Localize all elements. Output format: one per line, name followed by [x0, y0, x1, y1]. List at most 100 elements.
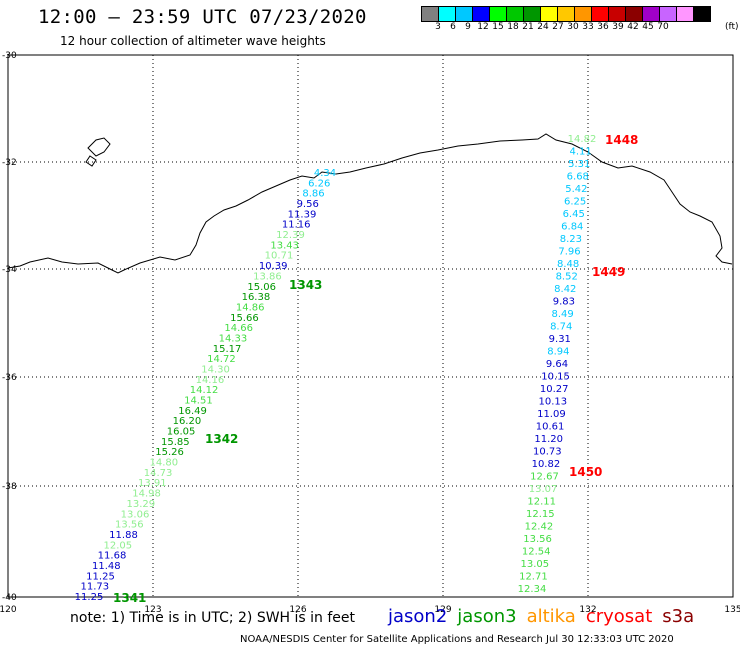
wave-height-label: 8.42 — [554, 284, 576, 295]
satellite-legend-item: altika — [526, 606, 576, 627]
longitude-tick-label: 132 — [579, 605, 596, 615]
wave-height-label: 9.64 — [546, 359, 568, 370]
wave-height-label: 8.52 — [556, 272, 578, 283]
color-bar-label: 39 — [612, 22, 624, 32]
latitude-tick-label: -34 — [2, 265, 17, 275]
wave-height-label: 15.26 — [155, 447, 184, 458]
latitude-tick-label: -32 — [2, 158, 17, 168]
wave-height-label: 11.25 — [86, 571, 115, 582]
color-bar-label: 27 — [552, 22, 564, 32]
pass-number-label: 1342 — [205, 432, 238, 446]
wave-height-label: 15.06 — [247, 282, 276, 293]
wave-height-label: 10.61 — [536, 422, 565, 433]
wave-height-label: 13.05 — [520, 559, 549, 570]
color-bar-swatch — [659, 6, 677, 22]
wave-height-label: 4.34 — [314, 168, 336, 179]
wave-height-label: 14.98 — [132, 489, 161, 500]
satellite-legend-item: jason3 — [457, 606, 517, 627]
wave-height-label: 14.82 — [568, 134, 597, 145]
color-bar-swatch — [455, 6, 473, 22]
wave-height-label: 12.15 — [526, 509, 555, 520]
wave-height-label: 11.88 — [109, 530, 138, 541]
wave-height-label: 15.17 — [213, 344, 242, 355]
color-bar — [421, 6, 711, 22]
wave-height-label: 13.86 — [253, 271, 282, 282]
satellite-tracks: 14.82 4.115.31 6.685.42 6.256.45 6.848.23 7.9… — [75, 134, 597, 603]
wave-height-label: 12.34 — [518, 584, 547, 595]
wave-height-label: 16.49 — [178, 406, 207, 417]
wave-height-label: 15.85 — [161, 437, 190, 448]
wave-height-label: 13.56 — [115, 520, 144, 531]
wave-height-label: 13.07 — [529, 484, 558, 495]
wave-height-label: 10.39 — [259, 261, 288, 272]
wave-height-label: 12.05 — [103, 540, 132, 551]
page-subtitle: 12 hour collection of altimeter wave hei… — [60, 34, 326, 48]
color-bar-label: 42 — [627, 22, 639, 32]
wave-height-label: 13.56 — [523, 534, 552, 545]
color-bar-label: 33 — [582, 22, 594, 32]
color-bar-swatch — [506, 6, 524, 22]
longitude-tick-label: 123 — [144, 605, 161, 615]
pass-number-label: 1341 — [113, 591, 146, 605]
satellite-legend: jason2 jason3 altika cryosat s3a — [388, 606, 704, 627]
wave-height-label: 8.86 — [302, 189, 324, 200]
wave-height-label: 16.20 — [173, 416, 202, 427]
color-bar-swatch — [608, 6, 626, 22]
wave-height-label: 10.13 — [538, 397, 567, 408]
wave-height-label: 14.33 — [219, 334, 248, 345]
longitude-tick-label: 126 — [289, 605, 306, 615]
wave-height-label: 12.42 — [525, 522, 554, 533]
wave-height-label: 6.68 — [567, 172, 589, 183]
color-bar-swatch — [642, 6, 660, 22]
wave-height-label: 14.72 — [207, 354, 236, 365]
wave-height-label: 14.51 — [184, 396, 213, 407]
coastline — [7, 133, 733, 274]
longitude-tick-label: 129 — [434, 605, 451, 615]
wave-height-label: 10.73 — [533, 447, 562, 458]
wave-height-label: 8.74 — [550, 322, 572, 333]
pass-number-label: 1449 — [592, 265, 625, 279]
color-bar-label: 3 — [435, 22, 441, 32]
wave-height-label: 6.26 — [308, 178, 330, 189]
wave-height-label: 14.80 — [149, 458, 178, 469]
wave-height-label: 10.15 — [541, 372, 570, 383]
latitude-tick-label: -36 — [2, 373, 17, 383]
color-bar-swatch — [557, 6, 575, 22]
wave-height-label: 12.67 — [530, 472, 559, 483]
wave-height-label: 12.71 — [519, 572, 548, 583]
color-bar-swatch — [625, 6, 643, 22]
color-bar-label: 12 — [477, 22, 489, 32]
wave-height-label: 10.27 — [540, 384, 569, 395]
wave-height-label: 14.86 — [236, 302, 265, 313]
note-text: note: 1) Time is in UTC; 2) SWH is in fe… — [70, 610, 356, 626]
wave-height-label: 15.66 — [230, 313, 259, 324]
color-bar-swatch — [591, 6, 609, 22]
color-bar-label: 6 — [450, 22, 456, 32]
wave-height-label: 16.38 — [242, 292, 271, 303]
color-bar-label: 30 — [567, 22, 579, 32]
latitude-tick-label: -40 — [2, 593, 17, 603]
wave-height-label: 4.11 — [569, 147, 591, 158]
wave-height-label: 11.39 — [288, 209, 317, 220]
color-bar-swatch — [489, 6, 507, 22]
map-frame — [7, 54, 734, 598]
color-bar-swatch — [421, 6, 439, 22]
wave-height-label: 16.05 — [167, 427, 196, 438]
wave-height-label: 8.49 — [551, 309, 573, 320]
wave-height-label: 7.96 — [558, 247, 580, 258]
wave-height-label: 9.83 — [553, 297, 575, 308]
wave-height-label: 8.23 — [560, 234, 582, 245]
color-bar-label: 9 — [465, 22, 471, 32]
satellite-legend-item: cryosat — [585, 606, 653, 627]
latitude-tick-label: -38 — [2, 482, 17, 492]
wave-height-label: 14.12 — [190, 385, 219, 396]
wave-height-label: 11.48 — [92, 561, 121, 572]
color-bar-label: 24 — [537, 22, 549, 32]
latitude-tick-label: -30 — [2, 51, 17, 61]
wave-height-label: 10.82 — [532, 459, 561, 470]
wave-height-label: 9.31 — [549, 334, 571, 345]
color-bar-swatch — [540, 6, 558, 22]
longitude-tick-label: 135 — [724, 605, 740, 615]
wave-height-label: 9.56 — [297, 199, 319, 210]
